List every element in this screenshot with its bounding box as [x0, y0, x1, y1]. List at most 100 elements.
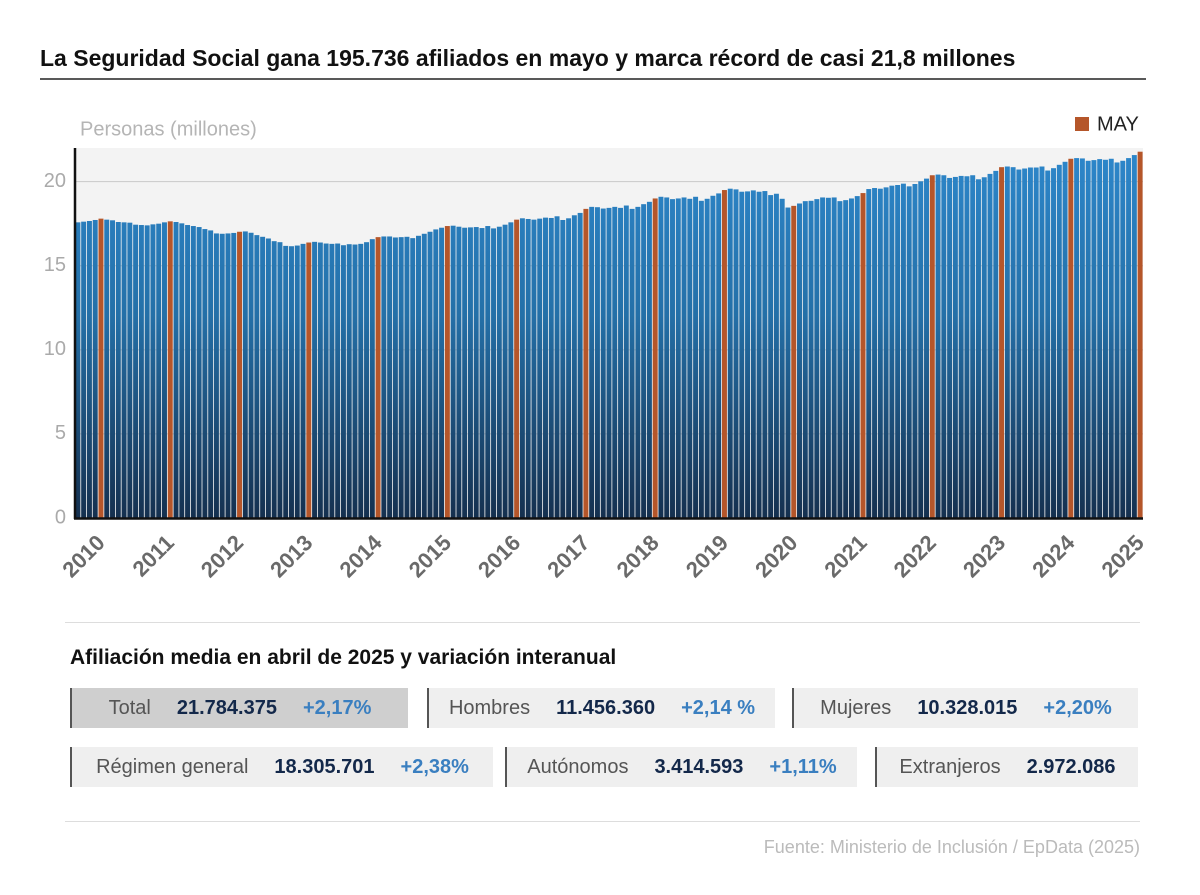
- bar: [866, 189, 872, 518]
- bar: [623, 205, 629, 518]
- bar: [1079, 158, 1085, 518]
- bar: [185, 225, 191, 518]
- bar: [670, 199, 675, 519]
- bar: [346, 244, 352, 518]
- bar: [1074, 158, 1080, 518]
- bar: [1027, 167, 1033, 518]
- bar: [721, 190, 727, 518]
- bar: [918, 181, 924, 519]
- bar: [548, 217, 554, 519]
- bar: [115, 222, 121, 518]
- bar: [225, 233, 231, 518]
- bar: [924, 178, 929, 519]
- bar: [1126, 158, 1132, 518]
- bar: [525, 218, 531, 519]
- summary-title: Afiliación media en abril de 2025 y vari…: [70, 646, 617, 669]
- bar: [485, 226, 491, 518]
- bar: [594, 207, 600, 518]
- bar: [710, 195, 716, 518]
- bar: [854, 196, 860, 518]
- bar: [1051, 168, 1057, 518]
- bar: [947, 177, 953, 518]
- bar: [248, 232, 254, 518]
- bar: [681, 197, 687, 519]
- summary-change: +2,38%: [400, 755, 469, 778]
- bar: [612, 206, 618, 518]
- bar: [231, 232, 237, 518]
- summary-value: 11.456.360: [556, 696, 656, 719]
- bar: [1102, 159, 1108, 519]
- bar: [202, 229, 208, 518]
- bar: [1085, 160, 1091, 519]
- bar: [970, 175, 976, 518]
- x-tick-label: 2015: [404, 530, 456, 582]
- bar: [739, 191, 745, 518]
- bar: [104, 219, 110, 519]
- bar: [450, 225, 456, 518]
- x-tick-label: 2016: [473, 530, 525, 582]
- bar: [335, 243, 341, 518]
- x-tick-label: 2014: [334, 529, 387, 582]
- bar: [144, 225, 150, 518]
- bar: [618, 207, 624, 518]
- summary-value: 18.305.701: [274, 755, 375, 778]
- bar: [410, 238, 416, 519]
- bar: [1004, 166, 1010, 518]
- y-axis-label: Personas (millones): [80, 118, 257, 140]
- bar: [658, 196, 664, 519]
- bar: [352, 244, 358, 518]
- bar: [895, 185, 901, 518]
- bar: [872, 188, 878, 518]
- bar: [323, 243, 329, 518]
- summary-cell: Régimen general 18.305.701 +2,38%: [70, 747, 493, 787]
- bar: [156, 223, 162, 518]
- bar: [190, 226, 196, 518]
- bar: [791, 205, 797, 518]
- legend-label: MAY: [1097, 113, 1139, 135]
- bar: [237, 231, 243, 518]
- bar: [779, 198, 785, 519]
- bar: [762, 191, 768, 518]
- bar: [629, 208, 635, 518]
- bar: [392, 237, 398, 519]
- bar: [491, 228, 497, 518]
- bar: [271, 241, 277, 518]
- bar: [756, 191, 762, 518]
- bar: [675, 198, 681, 519]
- bar: [843, 200, 849, 519]
- bar: [785, 207, 791, 518]
- x-tick-label: 2013: [265, 530, 317, 582]
- divider: [65, 821, 1140, 822]
- summary-change: +2,17%: [302, 696, 372, 719]
- bar: [283, 245, 289, 518]
- bar: [566, 218, 572, 519]
- bar: [768, 195, 774, 518]
- summary-label: Autónomos: [527, 755, 629, 778]
- bar: [508, 222, 514, 518]
- bar: [606, 207, 612, 518]
- bar: [242, 231, 248, 518]
- bar: [439, 227, 445, 518]
- bar: [294, 245, 300, 518]
- bar: [929, 175, 935, 518]
- summary-cell: Extranjeros 2.972.086: [875, 747, 1138, 787]
- bar: [86, 220, 92, 518]
- bar: [571, 215, 577, 519]
- bar: [121, 222, 127, 518]
- bar: [514, 219, 520, 519]
- y-tick-label: 20: [44, 170, 66, 192]
- bar: [537, 218, 543, 519]
- bar: [127, 222, 133, 518]
- bar: [456, 226, 462, 518]
- summary-change: +2,20%: [1043, 696, 1112, 719]
- bar: [329, 243, 335, 518]
- y-tick-label: 0: [55, 506, 66, 528]
- bar: [797, 203, 802, 518]
- bar: [358, 243, 364, 518]
- bar: [502, 224, 508, 518]
- bar: [635, 206, 641, 518]
- bar: [404, 236, 410, 519]
- bar: [1056, 164, 1062, 518]
- bar: [560, 219, 566, 518]
- bar: [179, 223, 185, 518]
